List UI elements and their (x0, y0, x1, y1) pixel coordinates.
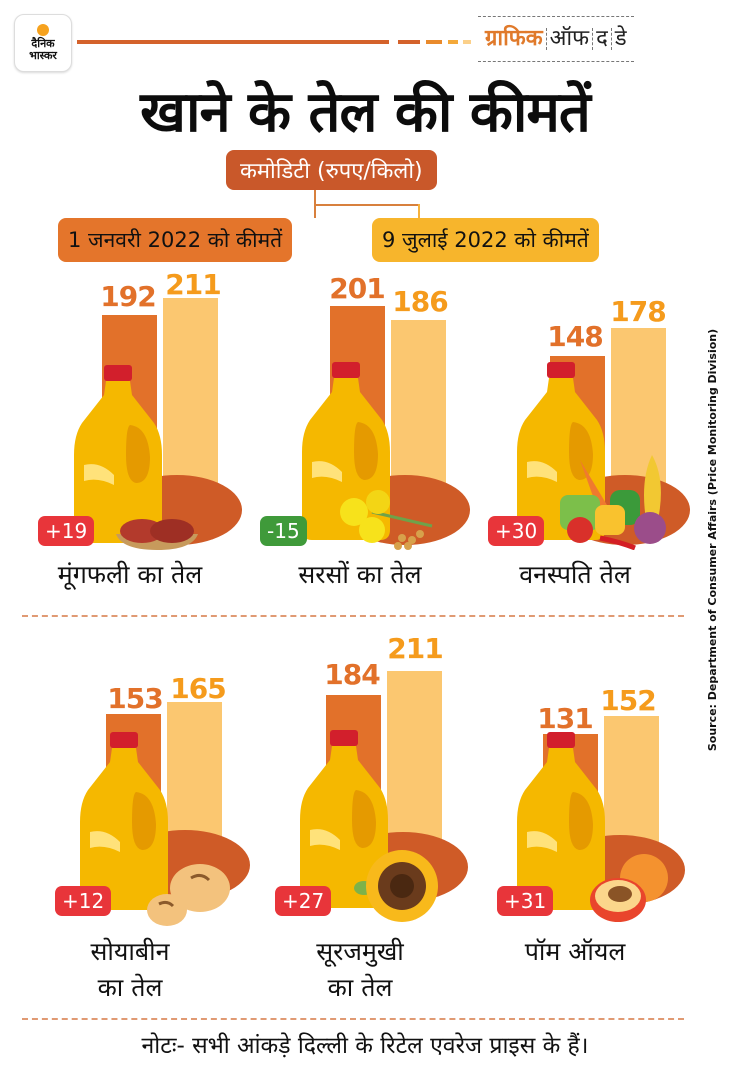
connector-line (314, 204, 419, 206)
jan-value: 131 (537, 702, 593, 735)
connector-line (418, 204, 420, 218)
legend-jul-2022: 9 जुलाई 2022 को कीमतें (372, 218, 599, 262)
change-badge: +31 (497, 886, 554, 916)
logo-line-1: दैनिक (31, 37, 55, 50)
connector-line (314, 190, 316, 205)
header-rule (77, 40, 389, 44)
chart-panel-soybean: 153 165 +12 सोयाबीन का तेल (20, 620, 250, 1010)
oil-name: पॉम ऑयल (455, 934, 695, 970)
jan-value: 148 (547, 320, 603, 353)
oil-name-line1: मूंगफली का तेल (57, 560, 203, 589)
oil-name-line1: वनस्पति तेल (519, 560, 631, 589)
chart-panel-vanaspati: 148 178 +30 वनस्पति तेल (480, 270, 700, 600)
oil-name-line2: का तेल (327, 973, 393, 1002)
jul-value: 152 (600, 684, 656, 717)
mustard-flower-icon (340, 490, 433, 550)
jul-value: 211 (165, 268, 221, 301)
source-credit: Source: Department of Consumer Affairs (… (706, 328, 719, 752)
brand-part: ग्राफिक (485, 26, 543, 51)
change-badge: -15 (260, 516, 307, 546)
row-divider (22, 615, 684, 617)
footnote: नोटः- सभी आंकड़े दिल्ली के रिटेल एवरेज प… (141, 1033, 589, 1059)
oil-bottle-icon (300, 730, 388, 908)
graphic-of-the-day-label: ग्राफिक ऑफ द डे (478, 16, 634, 62)
chart-panel-sunflower: 184 211 +27 सूरजमुखी का तेल (260, 620, 480, 1010)
oil-name-line1: पॉम ऑयल (524, 937, 626, 966)
brand-part: ऑफ (545, 28, 592, 50)
oil-name-line1: सरसों का तेल (298, 560, 422, 589)
logo-line-2: भास्कर (29, 49, 57, 62)
sun-dot-icon (37, 24, 49, 36)
footer-divider (22, 1018, 684, 1020)
connector-line (314, 204, 316, 218)
header-dash (463, 40, 471, 44)
oil-bottle-icon (80, 732, 168, 910)
oil-name: वनस्पति तेल (455, 557, 695, 593)
oil-name-line1: सोयाबीन (90, 937, 170, 966)
oil-name-line1: सूरजमुखी (316, 937, 404, 966)
oil-name: सूरजमुखी का तेल (240, 934, 480, 1006)
palm-fruit-icon (590, 854, 668, 922)
chart-panel-palm: 131 152 +31 पॉम ऑयल (480, 620, 700, 1010)
brand-part: द (592, 28, 611, 50)
jul-value: 211 (387, 632, 443, 665)
jan-value: 184 (324, 658, 380, 691)
jan-value: 153 (107, 682, 163, 715)
header-dash (448, 40, 458, 44)
page-title: खाने के तेल की कीमतें (140, 80, 591, 145)
brand-part: डे (610, 28, 630, 50)
commodity-unit-label: कमोडिटी (रुपए/किलो) (226, 150, 437, 190)
change-badge: +30 (488, 516, 545, 546)
jul-value: 186 (392, 285, 448, 318)
oil-bottle-icon (517, 732, 605, 910)
oil-name: सरसों का तेल (240, 557, 480, 593)
oil-name: सोयाबीन का तेल (10, 934, 250, 1006)
header-dash (426, 40, 442, 44)
legend-jan-2022: 1 जनवरी 2022 को कीमतें (58, 218, 293, 262)
oil-bottle-icon (74, 365, 162, 543)
jan-value: 192 (100, 280, 156, 313)
oil-name: मूंगफली का तेल (10, 557, 250, 593)
change-badge: +27 (275, 886, 332, 916)
dainik-bhaskar-logo: दैनिक भास्कर (14, 14, 72, 72)
change-badge: +19 (38, 516, 95, 546)
sunflower-icon (354, 850, 438, 922)
jul-value: 178 (610, 295, 666, 328)
jan-value: 201 (329, 272, 385, 305)
header-dash (398, 40, 420, 44)
oil-name-line2: का तेल (97, 973, 163, 1002)
peanut-icon (116, 519, 198, 550)
chart-panel-groundnut: 192 211 +19 मूंगफली का तेल (20, 268, 242, 600)
vegetables-icon (560, 455, 666, 550)
jul-value: 165 (170, 672, 226, 705)
soybean-icon (147, 864, 230, 926)
chart-panel-mustard: 201 186 -15 सरसों का तेल (260, 270, 480, 600)
change-badge: +12 (55, 886, 112, 916)
